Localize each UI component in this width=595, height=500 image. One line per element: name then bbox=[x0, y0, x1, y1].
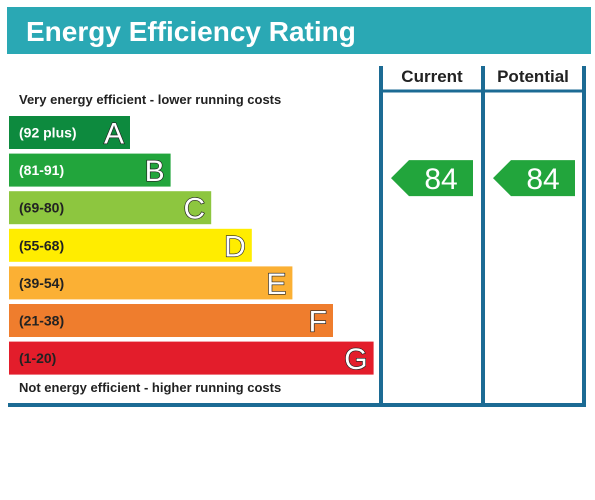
band-f-range: (21-38) bbox=[19, 313, 64, 329]
top-caption: Very energy efficient - lower running co… bbox=[19, 92, 281, 107]
band-c-range: (69-80) bbox=[19, 200, 64, 216]
band-e-range: (39-54) bbox=[19, 275, 64, 291]
bottom-caption: Not energy efficient - higher running co… bbox=[19, 380, 281, 395]
band-d bbox=[9, 228, 252, 262]
band-d-range: (55-68) bbox=[19, 237, 64, 253]
potential-rating-arrow bbox=[493, 160, 575, 197]
chart-frame bbox=[8, 66, 586, 407]
current-rating-value: 84 bbox=[424, 163, 457, 196]
band-d-letter: D bbox=[224, 230, 246, 263]
band-b-range: (81-91) bbox=[19, 162, 64, 178]
band-g bbox=[9, 341, 374, 375]
band-a-range: (92 plus) bbox=[19, 125, 77, 141]
band-b bbox=[9, 153, 171, 187]
band-b-letter: B bbox=[145, 155, 165, 188]
current-rating-arrow bbox=[391, 160, 473, 197]
band-g-range: (1-20) bbox=[19, 350, 56, 366]
band-f-letter: F bbox=[309, 306, 327, 339]
band-c bbox=[9, 191, 212, 225]
title-bar: Energy Efficiency Rating bbox=[7, 7, 591, 54]
band-e bbox=[9, 266, 293, 300]
current-column-header: Current bbox=[401, 67, 463, 86]
band-c-letter: C bbox=[184, 193, 206, 226]
band-e-letter: E bbox=[266, 268, 286, 301]
band-a-letter: A bbox=[104, 118, 124, 151]
band-a bbox=[9, 116, 130, 149]
band-g-letter: G bbox=[344, 343, 367, 376]
band-group: (92 plus) A (81-91) B (69-80) C (55-68) D (39-54… bbox=[9, 116, 374, 377]
rating-arrows: 84 84 bbox=[391, 160, 575, 197]
band-f bbox=[9, 304, 333, 337]
potential-column-header: Potential bbox=[497, 67, 569, 86]
potential-rating-value: 84 bbox=[526, 163, 559, 196]
chart-title: Energy Efficiency Rating bbox=[26, 16, 356, 47]
